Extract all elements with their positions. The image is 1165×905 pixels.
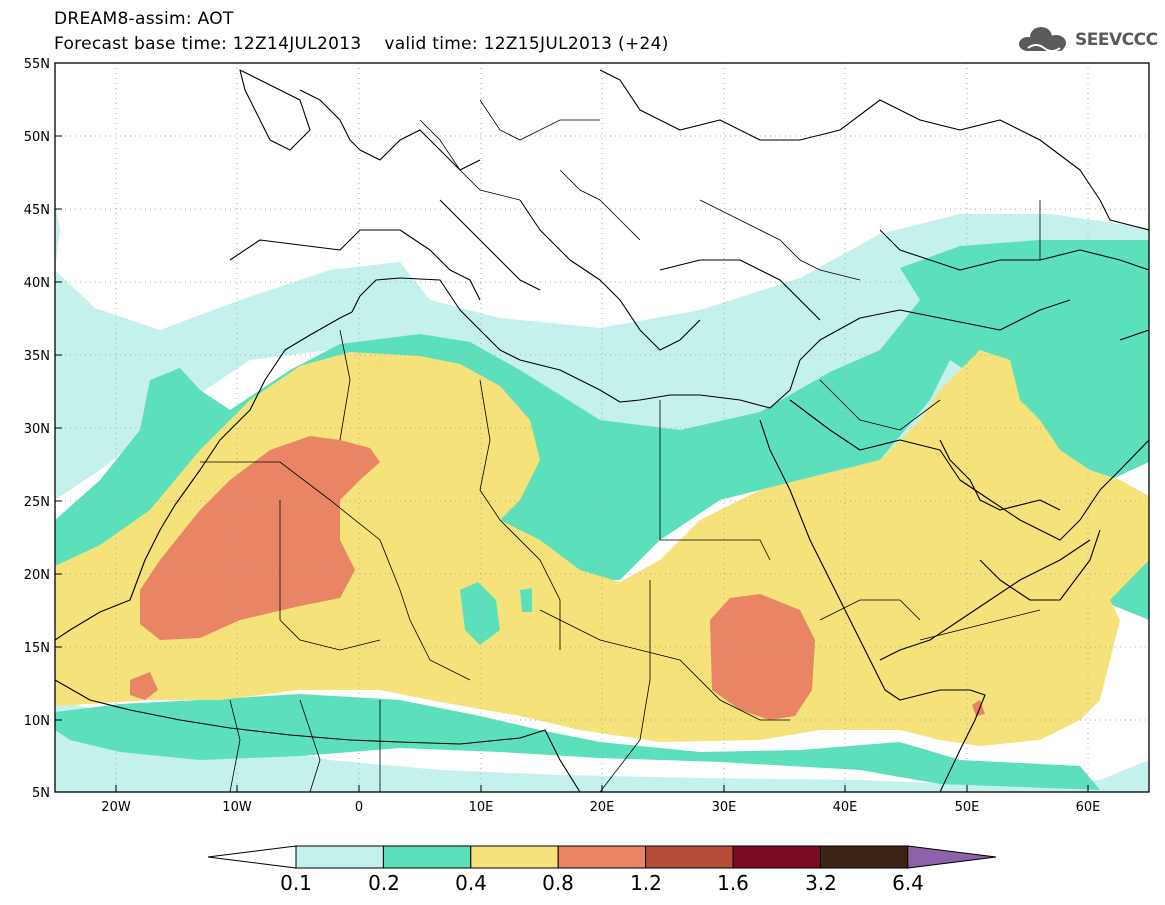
coastlines <box>55 69 1149 792</box>
lon-label: 20W <box>101 800 131 815</box>
lat-label: 35N <box>24 349 50 364</box>
aot-level-0-8 <box>140 436 380 640</box>
colorbar-arrow-high <box>907 845 997 869</box>
lon-label: 20E <box>590 800 615 815</box>
colorbar-swatch <box>470 845 559 869</box>
colorbar-labels: 0.1 0.2 0.4 0.8 1.2 1.6 3.2 6.4 <box>280 871 924 895</box>
colorbar-label: 3.2 <box>805 871 837 895</box>
colorbar-swatch <box>732 845 821 869</box>
colorbar-label: 0.1 <box>280 871 312 895</box>
seevccc-logo <box>1019 27 1066 52</box>
colorbar-swatch <box>819 845 909 869</box>
lat-label: 30N <box>24 422 50 437</box>
valid-time-label: valid time: 12Z15JUL2013 (+24) <box>384 34 669 54</box>
lon-label: 40E <box>833 800 858 815</box>
lat-label: 15N <box>24 641 50 656</box>
colorbar-label: 0.8 <box>542 871 574 895</box>
lat-label: 45N <box>24 203 50 218</box>
colorbar-swatch <box>645 845 734 869</box>
lat-label: 50N <box>24 130 50 145</box>
country-borders <box>200 99 1041 792</box>
colorbar-label: 0.2 <box>368 871 400 895</box>
colorbar-label: 0.4 <box>455 871 487 895</box>
lat-label: 20N <box>24 568 50 583</box>
colorbar <box>207 845 997 869</box>
lat-label: 25N <box>24 495 50 510</box>
lon-label: 60E <box>1076 800 1101 815</box>
colorbar-swatch <box>557 845 647 869</box>
base-time-label: Forecast base time: 12Z14JUL2013 <box>54 34 362 54</box>
axis-ticks <box>55 62 1089 793</box>
lat-label: 40N <box>24 276 50 291</box>
colorbar-swatch <box>382 845 472 869</box>
latitude-labels: 55N 50N 45N 40N 35N 30N 25N 20N 15N 10N … <box>24 57 50 801</box>
lon-label: 30E <box>712 800 737 815</box>
lon-label: 0 <box>355 800 363 815</box>
lat-label: 5N <box>32 786 50 801</box>
colorbar-label: 1.2 <box>630 871 662 895</box>
lat-label: 55N <box>24 57 50 72</box>
lon-label: 10W <box>222 800 252 815</box>
forecast-times: Forecast base time: 12Z14JUL2013 valid t… <box>54 34 669 54</box>
logo-text: SEEVCCC <box>1075 30 1158 50</box>
longitude-labels: 20W 10W 0 10E 20E 30E 40E 50E 60E <box>101 800 1100 815</box>
lon-label: 10E <box>469 800 494 815</box>
colorbar-arrow-low <box>207 845 297 869</box>
colorbar-label: 1.6 <box>717 871 749 895</box>
lon-label: 50E <box>955 800 980 815</box>
map-title: DREAM8-assim: AOT <box>54 9 234 29</box>
colorbar-swatch <box>295 845 384 869</box>
lat-label: 10N <box>24 714 50 729</box>
colorbar-label: 6.4 <box>892 871 924 895</box>
